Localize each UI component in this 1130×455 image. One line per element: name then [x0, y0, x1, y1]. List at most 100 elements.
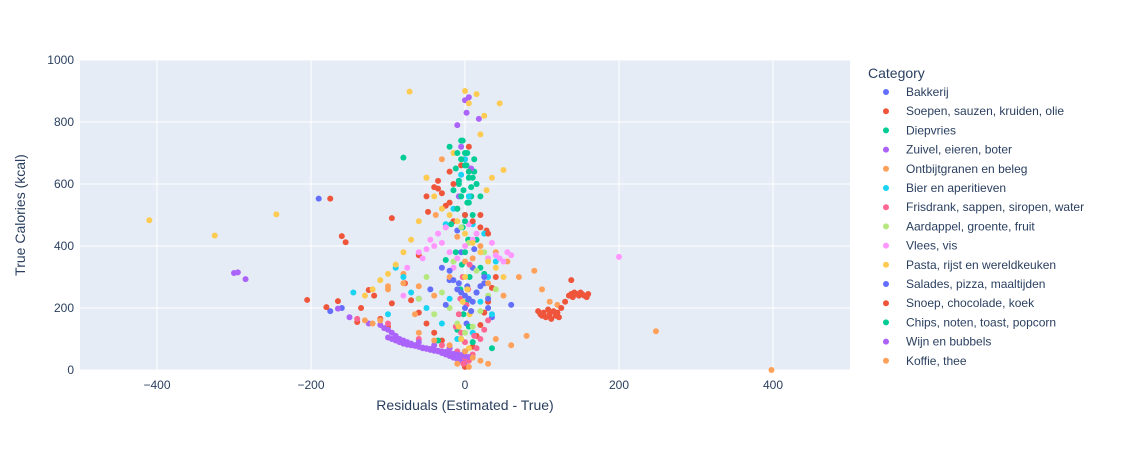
data-point: [435, 177, 442, 184]
legend-label: Wijn en bubbels: [906, 335, 991, 349]
data-point: [415, 249, 422, 256]
data-point: [323, 304, 330, 311]
data-point: [350, 289, 357, 296]
data-point: [471, 332, 478, 339]
data-point: [485, 230, 492, 237]
data-point: [455, 177, 462, 184]
data-point: [473, 345, 480, 352]
data-point: [485, 360, 492, 367]
data-point: [462, 274, 468, 280]
data-point: [477, 249, 484, 256]
legend-marker: [883, 108, 889, 115]
data-point: [400, 154, 407, 161]
data-point: [458, 336, 465, 342]
data-point: [471, 246, 478, 253]
data-point: [327, 308, 334, 315]
data-point: [473, 230, 480, 237]
legend-marker: [883, 281, 889, 287]
data-point: [431, 292, 438, 299]
data-point: [540, 309, 547, 316]
data-point: [454, 150, 461, 156]
legend-item[interactable]: Soepen, sauzen, kruiden, olie: [883, 104, 1064, 118]
data-point: [448, 221, 455, 228]
data-point: [455, 323, 462, 330]
y-tick-label: 1000: [47, 53, 74, 67]
x-tick-label: 400: [763, 378, 783, 392]
data-point: [469, 218, 476, 225]
data-point: [411, 311, 418, 318]
data-point: [473, 267, 480, 274]
series-13: [385, 334, 472, 360]
legend-marker: [883, 300, 889, 307]
data-point: [358, 305, 365, 311]
data-point: [455, 311, 462, 318]
data-point: [446, 168, 453, 175]
data-point: [477, 298, 484, 305]
legend-marker: [883, 165, 889, 172]
legend-marker: [883, 319, 889, 326]
legend-item[interactable]: Chips, noten, toast, popcorn: [883, 315, 1056, 329]
data-point: [404, 264, 411, 271]
data-point: [496, 100, 503, 107]
data-point: [438, 205, 445, 212]
data-point: [423, 246, 430, 253]
legend-item[interactable]: Diepvries: [883, 123, 956, 137]
data-point: [473, 181, 480, 187]
data-point: [438, 264, 445, 271]
data-point: [450, 181, 457, 187]
data-point: [446, 249, 453, 256]
y-axis-title: True Calories (kcal): [12, 154, 28, 276]
data-point: [554, 309, 561, 316]
legend-item[interactable]: Frisdrank, sappen, siropen, water: [883, 200, 1084, 214]
data-point: [234, 269, 241, 276]
data-point: [400, 280, 407, 287]
data-point: [464, 286, 471, 293]
legend-item[interactable]: Zuivel, eieren, boter: [883, 143, 1012, 157]
data-point: [485, 258, 492, 265]
data-point: [431, 184, 438, 191]
data-point: [342, 239, 349, 246]
legend-label: Aardappel, groente, fruit: [906, 219, 1035, 233]
data-point: [315, 195, 322, 202]
data-point: [346, 314, 353, 321]
data-point: [462, 212, 468, 218]
legend-item[interactable]: Pasta, rijst en wereldkeuken: [883, 258, 1056, 272]
data-point: [446, 143, 453, 150]
data-point: [459, 298, 466, 305]
legend-item[interactable]: Salades, pizza, maaltijden: [883, 277, 1045, 291]
legend-marker: [883, 242, 889, 249]
data-point: [446, 212, 453, 218]
data-point: [469, 239, 476, 246]
data-point: [427, 286, 434, 293]
data-point: [477, 336, 484, 342]
data-point: [458, 171, 465, 178]
data-point: [415, 218, 422, 225]
legend[interactable]: Category Bakkerij Soepen, sauzen, kruiden…: [868, 65, 1084, 368]
legend-item[interactable]: Aardappel, groente, fruit: [883, 219, 1035, 233]
legend-label: Vlees, vis: [906, 239, 957, 253]
legend-item[interactable]: Wijn en bubbels: [883, 335, 991, 349]
data-point: [481, 274, 488, 280]
data-point: [452, 249, 459, 256]
data-point: [469, 354, 476, 361]
x-tick-label: −400: [143, 378, 170, 392]
legend-item[interactable]: Bakkerij: [883, 85, 949, 99]
data-point: [462, 218, 468, 225]
legend-label: Frisdrank, sappen, siropen, water: [906, 200, 1084, 214]
data-point: [458, 156, 465, 163]
data-point: [454, 360, 461, 367]
data-point: [450, 187, 457, 194]
data-point: [469, 298, 476, 305]
legend-marker: [883, 357, 889, 364]
legend-item[interactable]: Bier en aperitieven: [883, 181, 1006, 195]
data-point: [146, 217, 153, 224]
legend-item[interactable]: Vlees, vis: [883, 239, 957, 253]
legend-item[interactable]: Koffie, thee: [883, 354, 967, 368]
data-point: [539, 286, 545, 293]
data-point: [431, 337, 438, 344]
legend-item[interactable]: Ontbijtgranen en beleg: [883, 162, 1027, 176]
legend-item[interactable]: Snoep, chocolade, koek: [883, 296, 1035, 310]
data-point: [442, 224, 449, 231]
legend-marker: [883, 146, 889, 153]
